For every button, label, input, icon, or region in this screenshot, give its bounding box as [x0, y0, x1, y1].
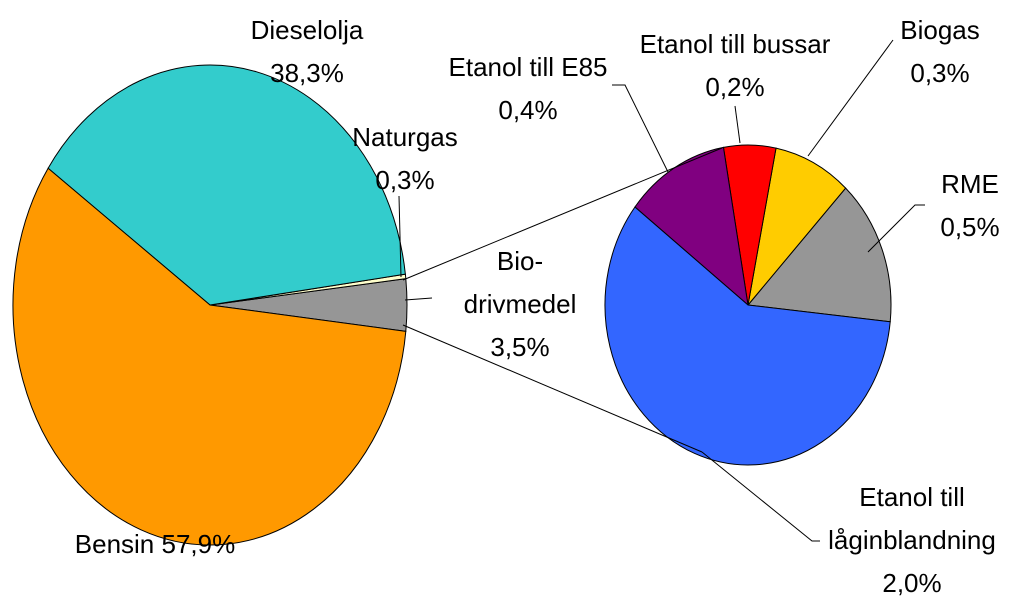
slice-name: Bensin: [74, 529, 155, 559]
slice-name: Etanol till bussar: [639, 29, 831, 59]
slice-name: Etanol till låginblandning: [828, 482, 996, 555]
pie-slice: [47, 64, 406, 306]
slice-label: Etanol till E85 0,4%: [449, 46, 608, 132]
slice-name: Biogas: [900, 15, 980, 45]
slice-label: Bensin 57,9%: [75, 523, 235, 566]
slice-label: RME 0,5%: [940, 163, 999, 249]
pie-slice: [12, 167, 407, 546]
leader: [612, 84, 669, 173]
slice-name: Bio-drivmedel: [463, 246, 577, 319]
slice-value: 57,9%: [161, 529, 236, 559]
pie-slice: [604, 206, 891, 466]
slice-label: Dieselolja 38,3%: [251, 9, 364, 95]
slice-value: 0,3%: [910, 58, 970, 88]
connector: [402, 147, 723, 281]
slice-name: RME: [941, 169, 999, 199]
pie-slice: [747, 147, 847, 307]
leader: [404, 297, 433, 301]
slice-value: 3,5%: [490, 332, 550, 362]
slice-value: 38,3%: [270, 58, 344, 88]
leader: [807, 39, 894, 157]
slice-value: 0,2%: [705, 72, 765, 102]
slice-name: Naturgas: [352, 122, 458, 152]
connector: [402, 324, 703, 453]
slice-label: Etanol till låginblandning 2,0%: [802, 476, 1022, 597]
slice-name: Dieselolja: [250, 15, 364, 45]
slice-label: Bio-drivmedel 3,5%: [458, 240, 583, 369]
leader: [734, 105, 741, 144]
slice-value: 2,0%: [882, 568, 942, 597]
slice-label: Biogas 0,3%: [900, 9, 980, 95]
pie-slice: [747, 187, 892, 323]
slice-name: Etanol till E85: [448, 52, 608, 82]
slice-value: 0,5%: [940, 212, 1000, 242]
leader: [398, 195, 402, 278]
leader-lines: [398, 39, 925, 542]
slice-label: Etanol till bussar 0,2%: [640, 23, 831, 109]
leader: [867, 204, 925, 253]
slice-label: Naturgas 0,3%: [352, 116, 458, 202]
slice-value: 0,4%: [498, 95, 558, 125]
slice-value: 0,3%: [375, 165, 435, 195]
leader: [701, 451, 820, 542]
